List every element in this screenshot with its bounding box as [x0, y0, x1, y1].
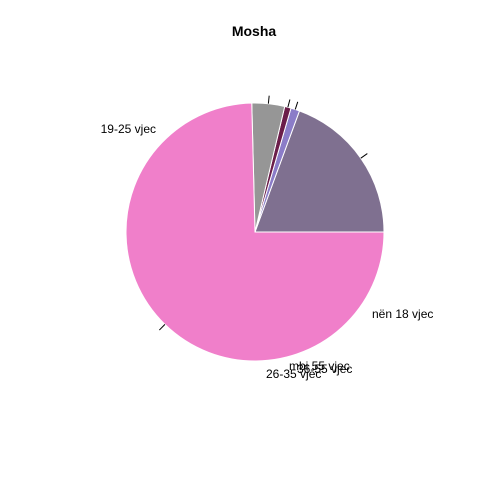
label-leader-line	[360, 153, 368, 159]
label-leader-line	[267, 95, 270, 104]
slice-label: 26-35 vjec	[266, 367, 321, 381]
label-leader-line	[158, 324, 166, 331]
slice-label: 19-25 vjec	[101, 122, 156, 136]
pie-slice	[254, 110, 385, 233]
chart-title: Mosha	[232, 23, 277, 39]
label-leader-line	[294, 101, 299, 110]
label-leader-line	[287, 99, 291, 108]
slice-label: mbi 55 vjec	[289, 359, 350, 373]
slice-label: 36-55 vjec	[297, 362, 352, 376]
slice-label: nën 18 vjec	[372, 307, 433, 321]
